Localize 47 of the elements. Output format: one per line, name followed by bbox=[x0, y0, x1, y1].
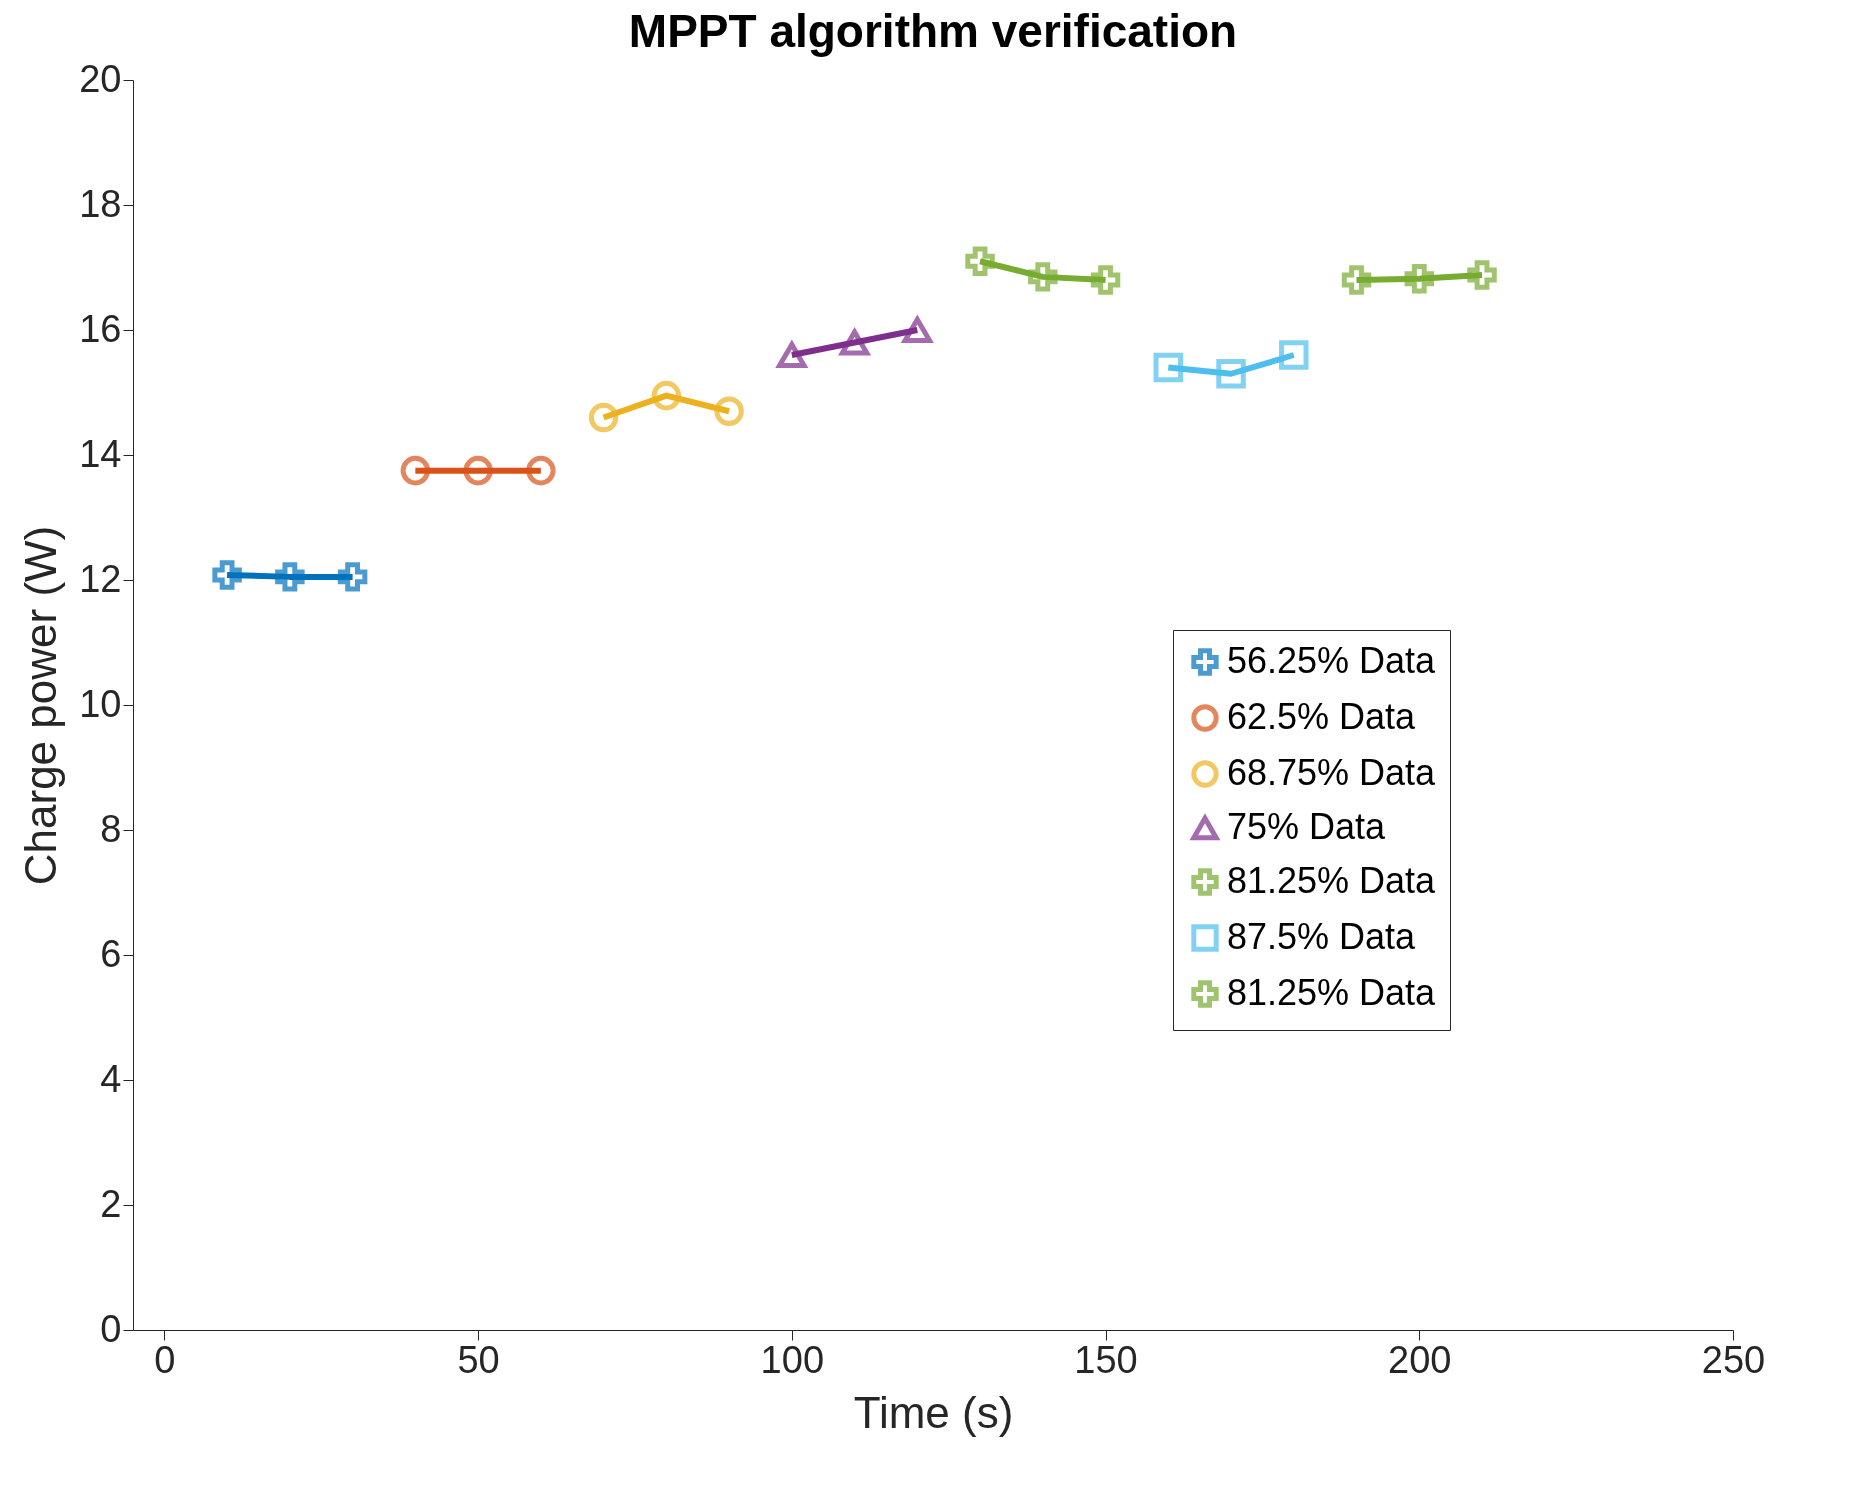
y-axis-title: Charge power (W) bbox=[16, 525, 66, 886]
point bbox=[1216, 359, 1246, 389]
legend-label: 75% Data bbox=[1227, 806, 1387, 847]
y-tick-label: 20 bbox=[79, 57, 122, 100]
point bbox=[463, 455, 493, 486]
point bbox=[1341, 265, 1372, 295]
point bbox=[337, 562, 368, 592]
point bbox=[400, 455, 431, 486]
y-tick-label: 2 bbox=[100, 1182, 122, 1225]
legend-label: 81.25% Data bbox=[1227, 860, 1437, 901]
point bbox=[1090, 265, 1121, 295]
y-tick-label: 14 bbox=[79, 432, 122, 475]
point bbox=[275, 562, 305, 592]
point bbox=[900, 314, 934, 344]
y-tick-label: 12 bbox=[79, 557, 122, 600]
x-axis-title: Time (s) bbox=[853, 1387, 1014, 1437]
point bbox=[1467, 260, 1497, 290]
x-tick-label: 250 bbox=[1701, 1338, 1766, 1381]
y-tick-label: 10 bbox=[79, 682, 122, 725]
legend-label: 81.25% Data bbox=[1227, 972, 1437, 1013]
point bbox=[651, 380, 682, 411]
x-tick-label: 200 bbox=[1388, 1338, 1452, 1381]
y-tick-label: 18 bbox=[79, 182, 122, 225]
point bbox=[1028, 262, 1058, 292]
point bbox=[588, 402, 619, 433]
point bbox=[212, 560, 242, 590]
x-tick-label: 0 bbox=[154, 1338, 176, 1381]
point bbox=[526, 455, 556, 486]
x-tick-label: 50 bbox=[457, 1338, 500, 1381]
point bbox=[714, 396, 744, 426]
legend-label: 87.5% Data bbox=[1227, 916, 1417, 957]
y-tick-label: 8 bbox=[100, 807, 122, 850]
y-tick-label: 4 bbox=[100, 1057, 122, 1100]
point bbox=[775, 339, 809, 369]
point bbox=[1279, 340, 1309, 370]
x-tick-label: 100 bbox=[760, 1338, 825, 1381]
point bbox=[1404, 264, 1435, 294]
legend-label: 68.75% Data bbox=[1227, 752, 1437, 793]
y-tick-label: 6 bbox=[100, 932, 122, 975]
x-tick-label: 150 bbox=[1074, 1338, 1138, 1381]
y-tick-label: 16 bbox=[79, 307, 122, 350]
y-tick-label: 0 bbox=[100, 1307, 122, 1350]
point bbox=[1153, 352, 1184, 383]
legend-label: 56.25% Data bbox=[1227, 640, 1437, 681]
legend-label: 62.5% Data bbox=[1227, 696, 1417, 737]
point bbox=[965, 246, 995, 276]
chart-title: MPPT algorithm verification bbox=[628, 5, 1238, 57]
